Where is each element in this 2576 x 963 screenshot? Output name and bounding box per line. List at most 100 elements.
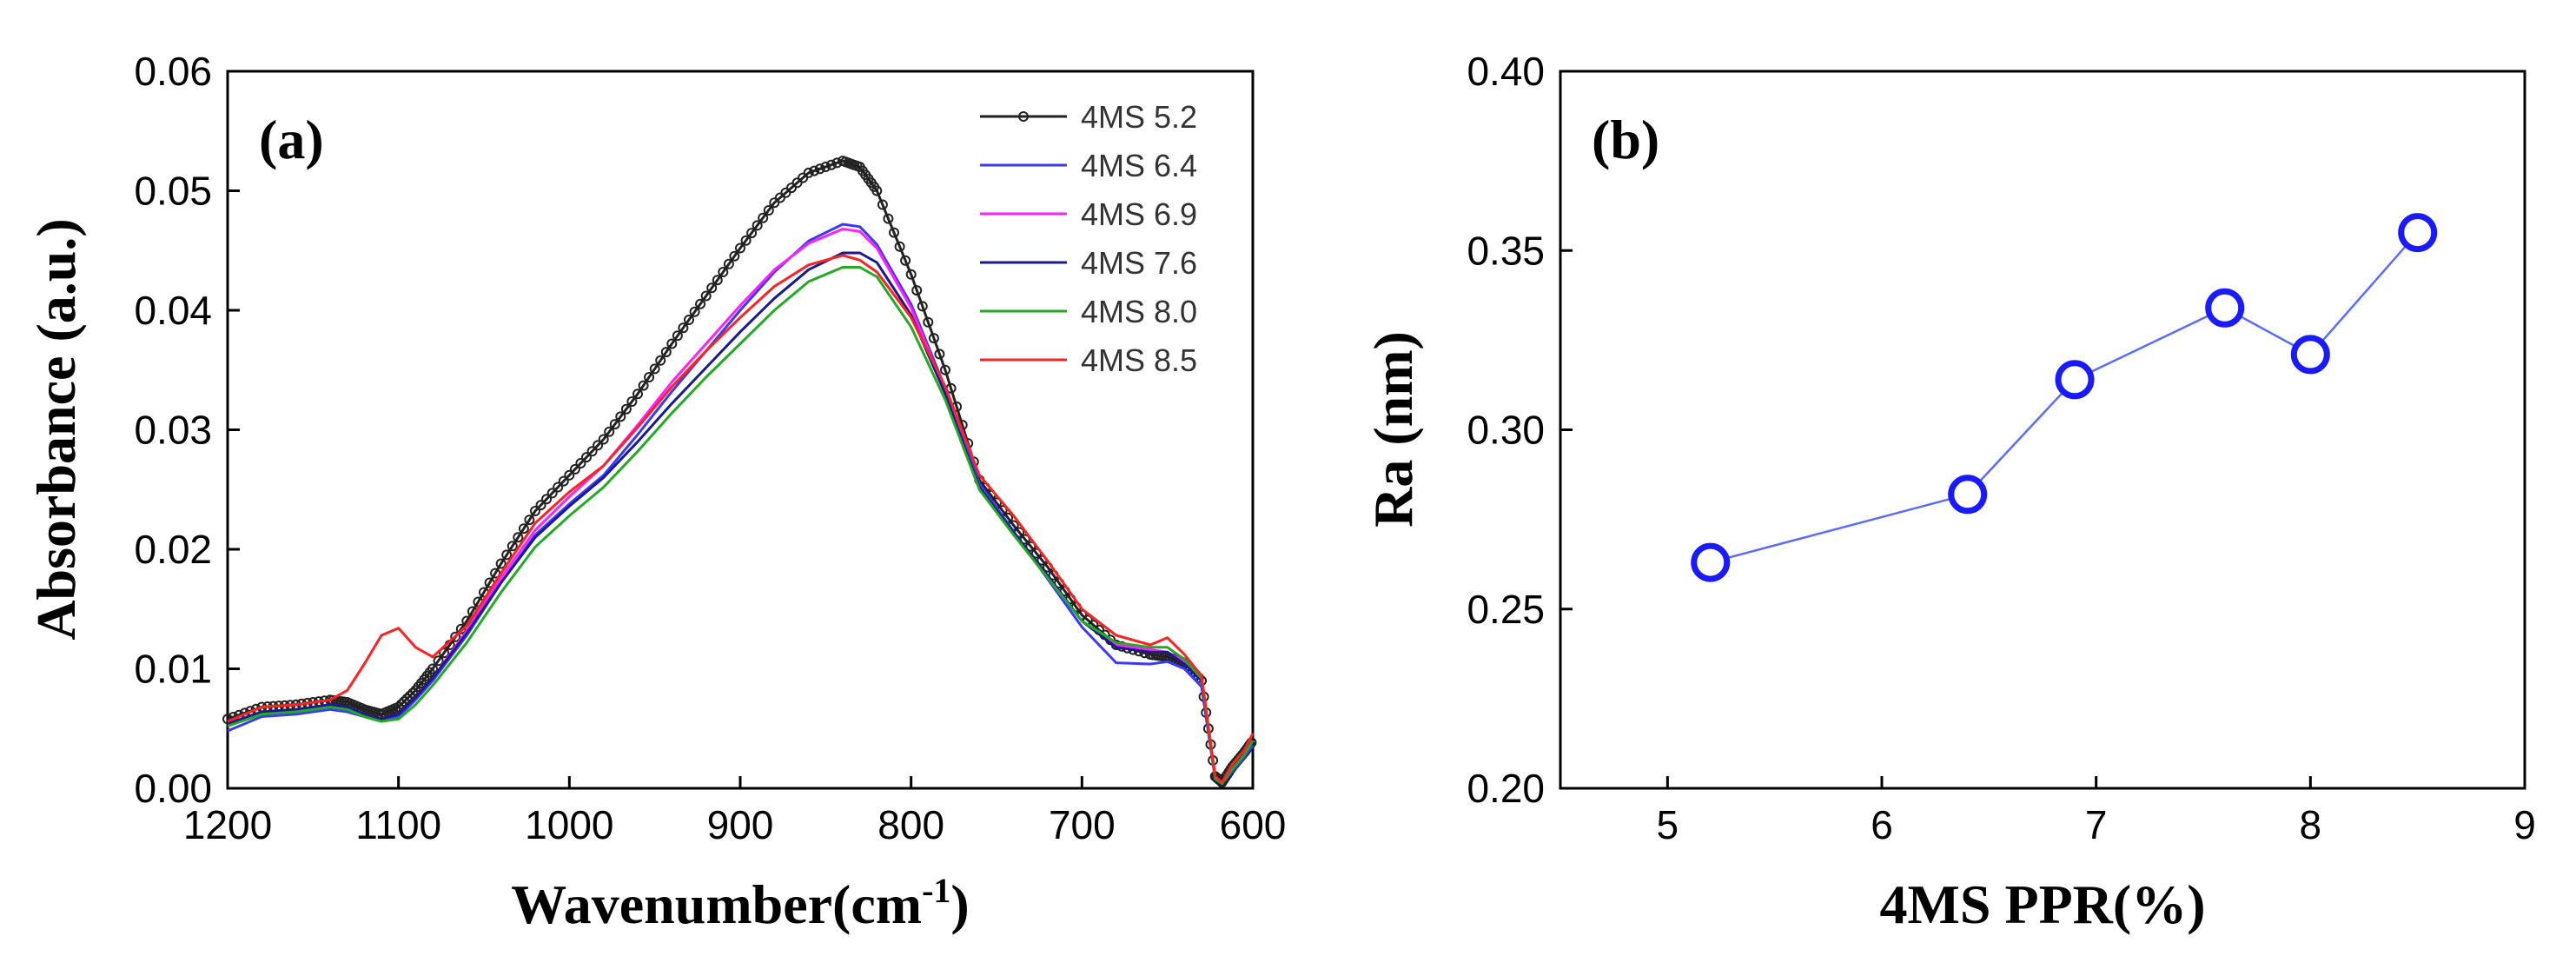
- series-point-4ms-5-2: [433, 655, 444, 667]
- legend-label-4ms-7-6: 4MS 7.6: [1081, 245, 1197, 281]
- series-point-4ms-5-2: [820, 162, 831, 172]
- series-point-4ms-5-2: [923, 316, 934, 328]
- series-point-4ms-5-2: [495, 558, 507, 569]
- series-point-4ms-5-2: [649, 363, 660, 375]
- series-point-4ms-5-2: [678, 322, 689, 334]
- ra-data-point: [2398, 213, 2438, 253]
- panel-b-plot-frame: [1559, 70, 2526, 790]
- series-point-4ms-5-2: [786, 183, 797, 194]
- series-point-4ms-5-2: [535, 500, 546, 511]
- series-point-4ms-5-2: [900, 255, 911, 266]
- series-point-4ms-5-2: [575, 458, 586, 468]
- legend-label-4ms-8-5: 4MS 8.5: [1081, 342, 1197, 378]
- series-point-4ms-5-2: [620, 403, 632, 415]
- series-point-4ms-5-2: [740, 235, 752, 246]
- series-point-4ms-5-2: [814, 163, 825, 175]
- series-point-4ms-5-2: [455, 623, 467, 634]
- panel-b-x-tick-label: 5: [1657, 802, 1679, 847]
- panel-a-x-axis-label-main: Wavenumber(cm: [511, 873, 922, 935]
- panel-a-x-axis-label: Wavenumber(cm-1): [511, 871, 969, 935]
- series-point-4ms-5-2: [655, 355, 666, 366]
- series-point-4ms-5-2: [604, 426, 615, 437]
- ra-data-point: [2205, 288, 2245, 328]
- series-point-4ms-5-2: [700, 290, 712, 302]
- series-point-4ms-5-2: [450, 631, 461, 642]
- series-line-4ms-8-0: [227, 266, 1255, 785]
- series-point-4ms-5-2: [553, 482, 564, 493]
- panel-b-x-tick-label: 8: [2300, 802, 2322, 847]
- panel-b-x-tick-label: 9: [2513, 802, 2536, 847]
- series-point-4ms-5-2: [894, 241, 905, 252]
- series-point-4ms-5-2: [581, 452, 592, 463]
- series-point-4ms-5-2: [393, 701, 404, 713]
- series-point-4ms-5-2: [706, 282, 718, 294]
- series-point-4ms-5-2: [871, 185, 883, 196]
- panel-b-label: (b): [1592, 109, 1659, 170]
- series-point-4ms-5-2: [672, 330, 683, 342]
- panel-b-y-tick-label: 0.35: [1467, 228, 1545, 273]
- series-point-4ms-5-2: [723, 258, 734, 269]
- series-point-4ms-5-2: [558, 475, 569, 487]
- panel-a-y-tick-label: 0.02: [134, 527, 212, 572]
- series-point-4ms-5-2: [666, 338, 678, 349]
- series-point-4ms-5-2: [439, 648, 450, 659]
- ra-data-point: [2290, 335, 2330, 375]
- ra-data-point: [1691, 542, 1731, 582]
- series-point-4ms-5-2: [689, 306, 700, 317]
- series-point-4ms-5-2: [524, 515, 535, 526]
- series-point-4ms-5-2: [427, 663, 438, 674]
- series-point-4ms-5-2: [644, 372, 655, 382]
- legend-marker-4ms-5-2: [1018, 111, 1029, 122]
- panel-a-x-axis-label-sup: -1: [922, 871, 950, 910]
- legend-label-4ms-8-0: 4MS 8.0: [1081, 294, 1197, 329]
- panel-a-y-tick-label: 0.00: [134, 766, 212, 811]
- series-line-4ms-7-6: [227, 251, 1255, 785]
- series-point-4ms-5-2: [889, 227, 899, 238]
- panel-a-y-axis-label: Absorbance (a.u.): [25, 218, 87, 640]
- series-point-4ms-5-2: [660, 347, 672, 358]
- ra-connecting-line: [1710, 231, 2419, 564]
- series-point-4ms-5-2: [518, 523, 529, 535]
- series-point-4ms-5-2: [501, 549, 513, 561]
- panel-a-series: [222, 156, 1257, 788]
- series-point-4ms-5-2: [638, 380, 649, 391]
- panel-b-y-axis-label: Ra (nm): [1362, 331, 1424, 528]
- panel-a-y-tick-label: 0.05: [134, 169, 212, 214]
- series-point-4ms-5-2: [928, 333, 939, 344]
- series-point-4ms-5-2: [541, 494, 553, 505]
- series-point-4ms-5-2: [569, 463, 580, 475]
- panel-a-y-tick-label: 0.01: [134, 647, 212, 692]
- series-point-4ms-5-2: [615, 411, 626, 422]
- series-point-4ms-5-2: [809, 165, 820, 176]
- series-point-4ms-5-2: [803, 167, 814, 178]
- panel-a-legend: 4MS 5.2 4MS 6.4 4MS 6.9 4MS 7.6 4MS 8.0 4MS 8…: [980, 99, 1197, 378]
- legend-label-4ms-5-2: 4MS 5.2: [1081, 99, 1197, 135]
- panel-a-x-axis-label-close: ): [950, 873, 969, 935]
- series-point-4ms-5-2: [735, 242, 745, 254]
- series-point-4ms-5-2: [407, 687, 419, 699]
- series-point-4ms-5-2: [883, 213, 894, 224]
- panel-a-ticks: 1200 1100 1000 900 800 700 600 0.00 0.01 0.02 0.03…: [134, 49, 1286, 847]
- series-point-4ms-5-2: [632, 389, 643, 400]
- panel-a-label: (a): [259, 109, 324, 170]
- panel-b-roughness-chart: 5 6 7 8 9 0.20 0.25 0.30 0.35 0.40 (b) Ra (nm) 4M…: [1362, 49, 2536, 935]
- panel-b-x-axis-label: 4MS PPR(%): [1879, 873, 2205, 935]
- panel-a-absorbance-chart: 1200 1100 1000 900 800 700 600 0.00 0.01 0.02 0.03…: [25, 49, 1286, 935]
- series-point-4ms-5-2: [399, 696, 410, 707]
- series-point-4ms-5-2: [401, 693, 413, 704]
- series-line-4ms-8-5: [227, 254, 1255, 784]
- series-point-4ms-5-2: [598, 434, 609, 445]
- series-point-4ms-5-2: [695, 298, 706, 309]
- panel-b-y-tick-label: 0.20: [1467, 766, 1545, 811]
- panel-b-series: [1691, 213, 2438, 582]
- panel-a-x-tick-label: 1200: [183, 802, 272, 847]
- panel-b-y-tick-label: 0.30: [1467, 408, 1545, 453]
- panel-a-y-tick-label: 0.06: [134, 49, 212, 94]
- panel-b-y-tick-label: 0.40: [1467, 49, 1545, 94]
- ra-data-point: [1948, 475, 1988, 515]
- legend-label-4ms-6-4: 4MS 6.4: [1081, 148, 1197, 183]
- panel-a-y-tick-label: 0.04: [134, 288, 212, 333]
- series-point-4ms-5-2: [712, 275, 723, 286]
- ra-data-point: [2055, 360, 2095, 400]
